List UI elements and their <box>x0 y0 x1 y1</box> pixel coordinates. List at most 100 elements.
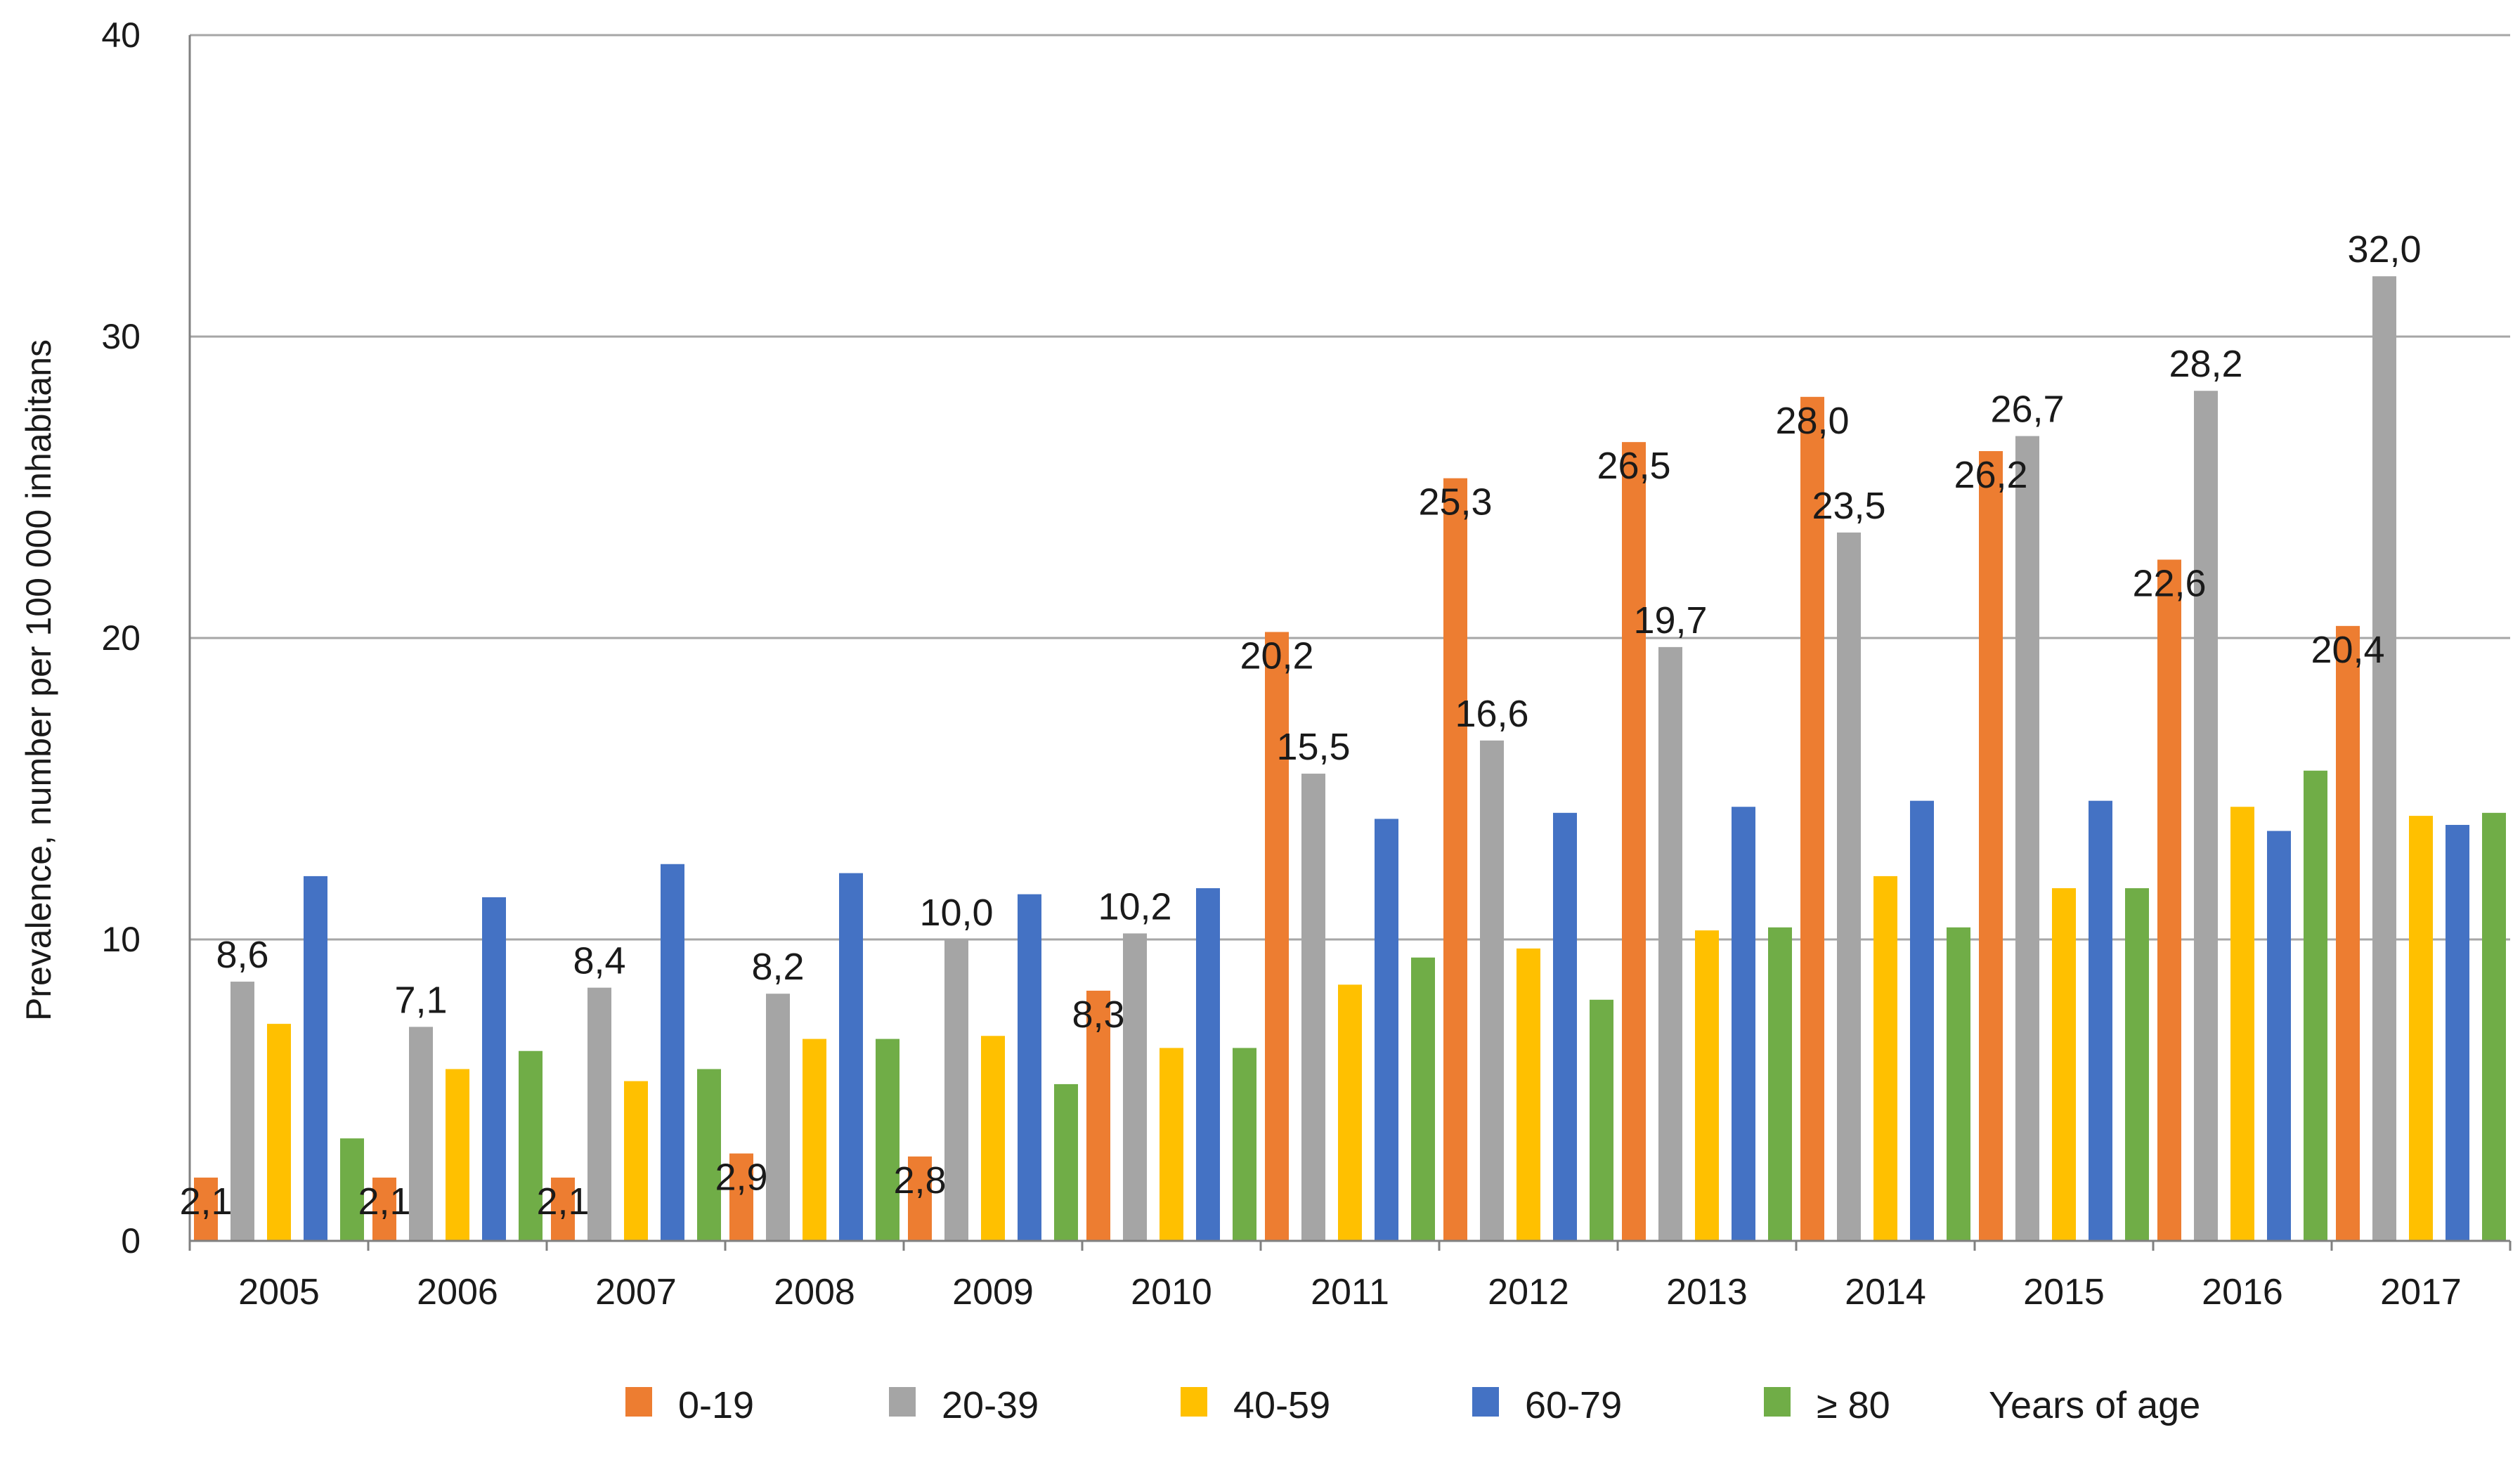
data-label-0-19: 26,2 <box>1954 454 2027 496</box>
bar-40-59-2015 <box>2052 888 2076 1241</box>
bar-20-39-2006 <box>409 1027 433 1241</box>
bar-0-19-2017 <box>2336 625 2360 1241</box>
data-label-0-19: 20,2 <box>1240 634 1313 677</box>
bar-0-19-2015 <box>1979 451 2003 1241</box>
x-category-label: 2009 <box>952 1272 1034 1313</box>
bar-60-79-2011 <box>1375 819 1398 1241</box>
legend-label-40-59: 40-59 <box>1233 1384 1330 1426</box>
legend-label-≥ 80: ≥ 80 <box>1817 1384 1890 1426</box>
bar-40-59-2006 <box>446 1069 469 1241</box>
data-label-20-39: 19,7 <box>1633 599 1707 642</box>
bar-0-19-2011 <box>1265 632 1289 1241</box>
bar-≥ 80-2009 <box>1054 1083 1078 1241</box>
x-category-label: 2007 <box>595 1272 677 1313</box>
data-label-20-39: 32,0 <box>2347 228 2421 271</box>
legend-suffix: Years of age <box>1989 1384 2200 1426</box>
data-label-0-19: 2,8 <box>893 1159 946 1202</box>
bar-60-79-2017 <box>2446 824 2469 1241</box>
bar-20-39-2007 <box>587 987 611 1241</box>
x-category-label: 2006 <box>417 1272 498 1313</box>
bar-20-39-2014 <box>1837 532 1861 1241</box>
bar-20-39-2012 <box>1480 740 1504 1241</box>
bar-60-79-2005 <box>304 876 327 1241</box>
bar-60-79-2008 <box>839 873 863 1241</box>
bar-60-79-2013 <box>1732 807 1755 1241</box>
legend-swatch-0-19 <box>625 1387 652 1417</box>
x-category-label: 2015 <box>2023 1272 2105 1313</box>
bar-40-59-2008 <box>803 1039 826 1241</box>
bar-0-19-2010 <box>1086 990 1110 1241</box>
data-label-20-39: 8,2 <box>751 946 804 988</box>
x-category-label: 2010 <box>1131 1272 1212 1313</box>
bar-≥ 80-2013 <box>1768 927 1792 1241</box>
x-category-label: 2017 <box>2380 1272 2462 1313</box>
x-category-label: 2012 <box>1488 1272 1569 1313</box>
bar-60-79-2007 <box>661 864 684 1241</box>
data-label-0-19: 2,1 <box>536 1180 589 1223</box>
data-label-20-39: 10,2 <box>1098 885 1171 927</box>
legend-swatch-40-59 <box>1181 1387 1207 1417</box>
data-label-0-19: 26,5 <box>1597 445 1670 487</box>
bar-≥ 80-2015 <box>2125 888 2149 1241</box>
data-label-0-19: 2,1 <box>179 1180 232 1223</box>
bar-≥ 80-2012 <box>1590 999 1613 1241</box>
x-category-label: 2016 <box>2202 1272 2283 1313</box>
x-category-label: 2008 <box>774 1272 855 1313</box>
bar-≥ 80-2011 <box>1411 957 1435 1241</box>
bar-0-19-2009 <box>908 1156 932 1241</box>
data-label-0-19: 25,3 <box>1418 481 1492 523</box>
bar-20-39-2011 <box>1301 774 1325 1241</box>
bar-40-59-2009 <box>981 1036 1005 1241</box>
bar-≥ 80-2017 <box>2482 812 2506 1241</box>
bar-40-59-2005 <box>267 1024 291 1241</box>
bar-0-19-2008 <box>729 1153 753 1241</box>
bar-40-59-2016 <box>2230 807 2254 1241</box>
bar-0-19-2014 <box>1800 396 1824 1241</box>
bar-20-39-2010 <box>1123 933 1147 1241</box>
bar-≥ 80-2008 <box>876 1039 899 1241</box>
bar-0-19-2012 <box>1443 478 1467 1241</box>
bar-20-39-2009 <box>944 939 968 1241</box>
bar-0-19-2013 <box>1622 442 1646 1241</box>
bar-60-79-2015 <box>2089 800 2112 1241</box>
legend-swatch-≥ 80 <box>1764 1387 1791 1417</box>
legend-swatch-60-79 <box>1472 1387 1499 1417</box>
bar-≥ 80-2007 <box>697 1069 721 1241</box>
data-label-20-39: 16,6 <box>1455 693 1528 735</box>
bar-0-19-2016 <box>2157 559 2181 1241</box>
data-label-20-39: 23,5 <box>1812 485 1885 527</box>
bar-60-79-2014 <box>1910 800 1934 1241</box>
data-label-0-19: 20,4 <box>2311 629 2384 671</box>
bar-60-79-2012 <box>1553 812 1577 1241</box>
data-label-20-39: 8,6 <box>216 934 268 976</box>
bar-40-59-2013 <box>1695 930 1719 1241</box>
bar-≥ 80-2016 <box>2304 770 2327 1241</box>
bar-≥ 80-2010 <box>1233 1048 1256 1241</box>
bar-≥ 80-2005 <box>340 1138 364 1241</box>
bar-≥ 80-2006 <box>519 1050 543 1241</box>
bar-60-79-2009 <box>1018 894 1041 1241</box>
data-label-20-39: 7,1 <box>394 979 447 1021</box>
y-tick-label: 40 <box>101 15 141 55</box>
data-label-0-19: 28,0 <box>1775 400 1849 442</box>
data-label-20-39: 8,4 <box>573 940 625 982</box>
y-tick-label: 10 <box>101 920 141 959</box>
data-label-20-39: 28,2 <box>2169 343 2242 385</box>
x-category-label: 2014 <box>1845 1272 1926 1313</box>
bar-0-19-2005 <box>194 1177 218 1241</box>
data-label-20-39: 10,0 <box>919 892 993 934</box>
bar-60-79-2016 <box>2267 831 2291 1241</box>
bar-≥ 80-2014 <box>1947 927 1970 1241</box>
y-tick-label: 30 <box>101 317 141 356</box>
legend-swatch-20-39 <box>889 1387 916 1417</box>
bar-40-59-2017 <box>2409 816 2433 1241</box>
y-tick-label: 20 <box>101 618 141 658</box>
data-label-20-39: 26,7 <box>1990 389 2064 431</box>
legend-label-20-39: 20-39 <box>942 1384 1039 1426</box>
data-label-0-19: 22,6 <box>2132 562 2206 604</box>
data-label-20-39: 15,5 <box>1276 726 1350 768</box>
bar-40-59-2010 <box>1160 1048 1183 1241</box>
legend-label-0-19: 0-19 <box>678 1384 754 1426</box>
